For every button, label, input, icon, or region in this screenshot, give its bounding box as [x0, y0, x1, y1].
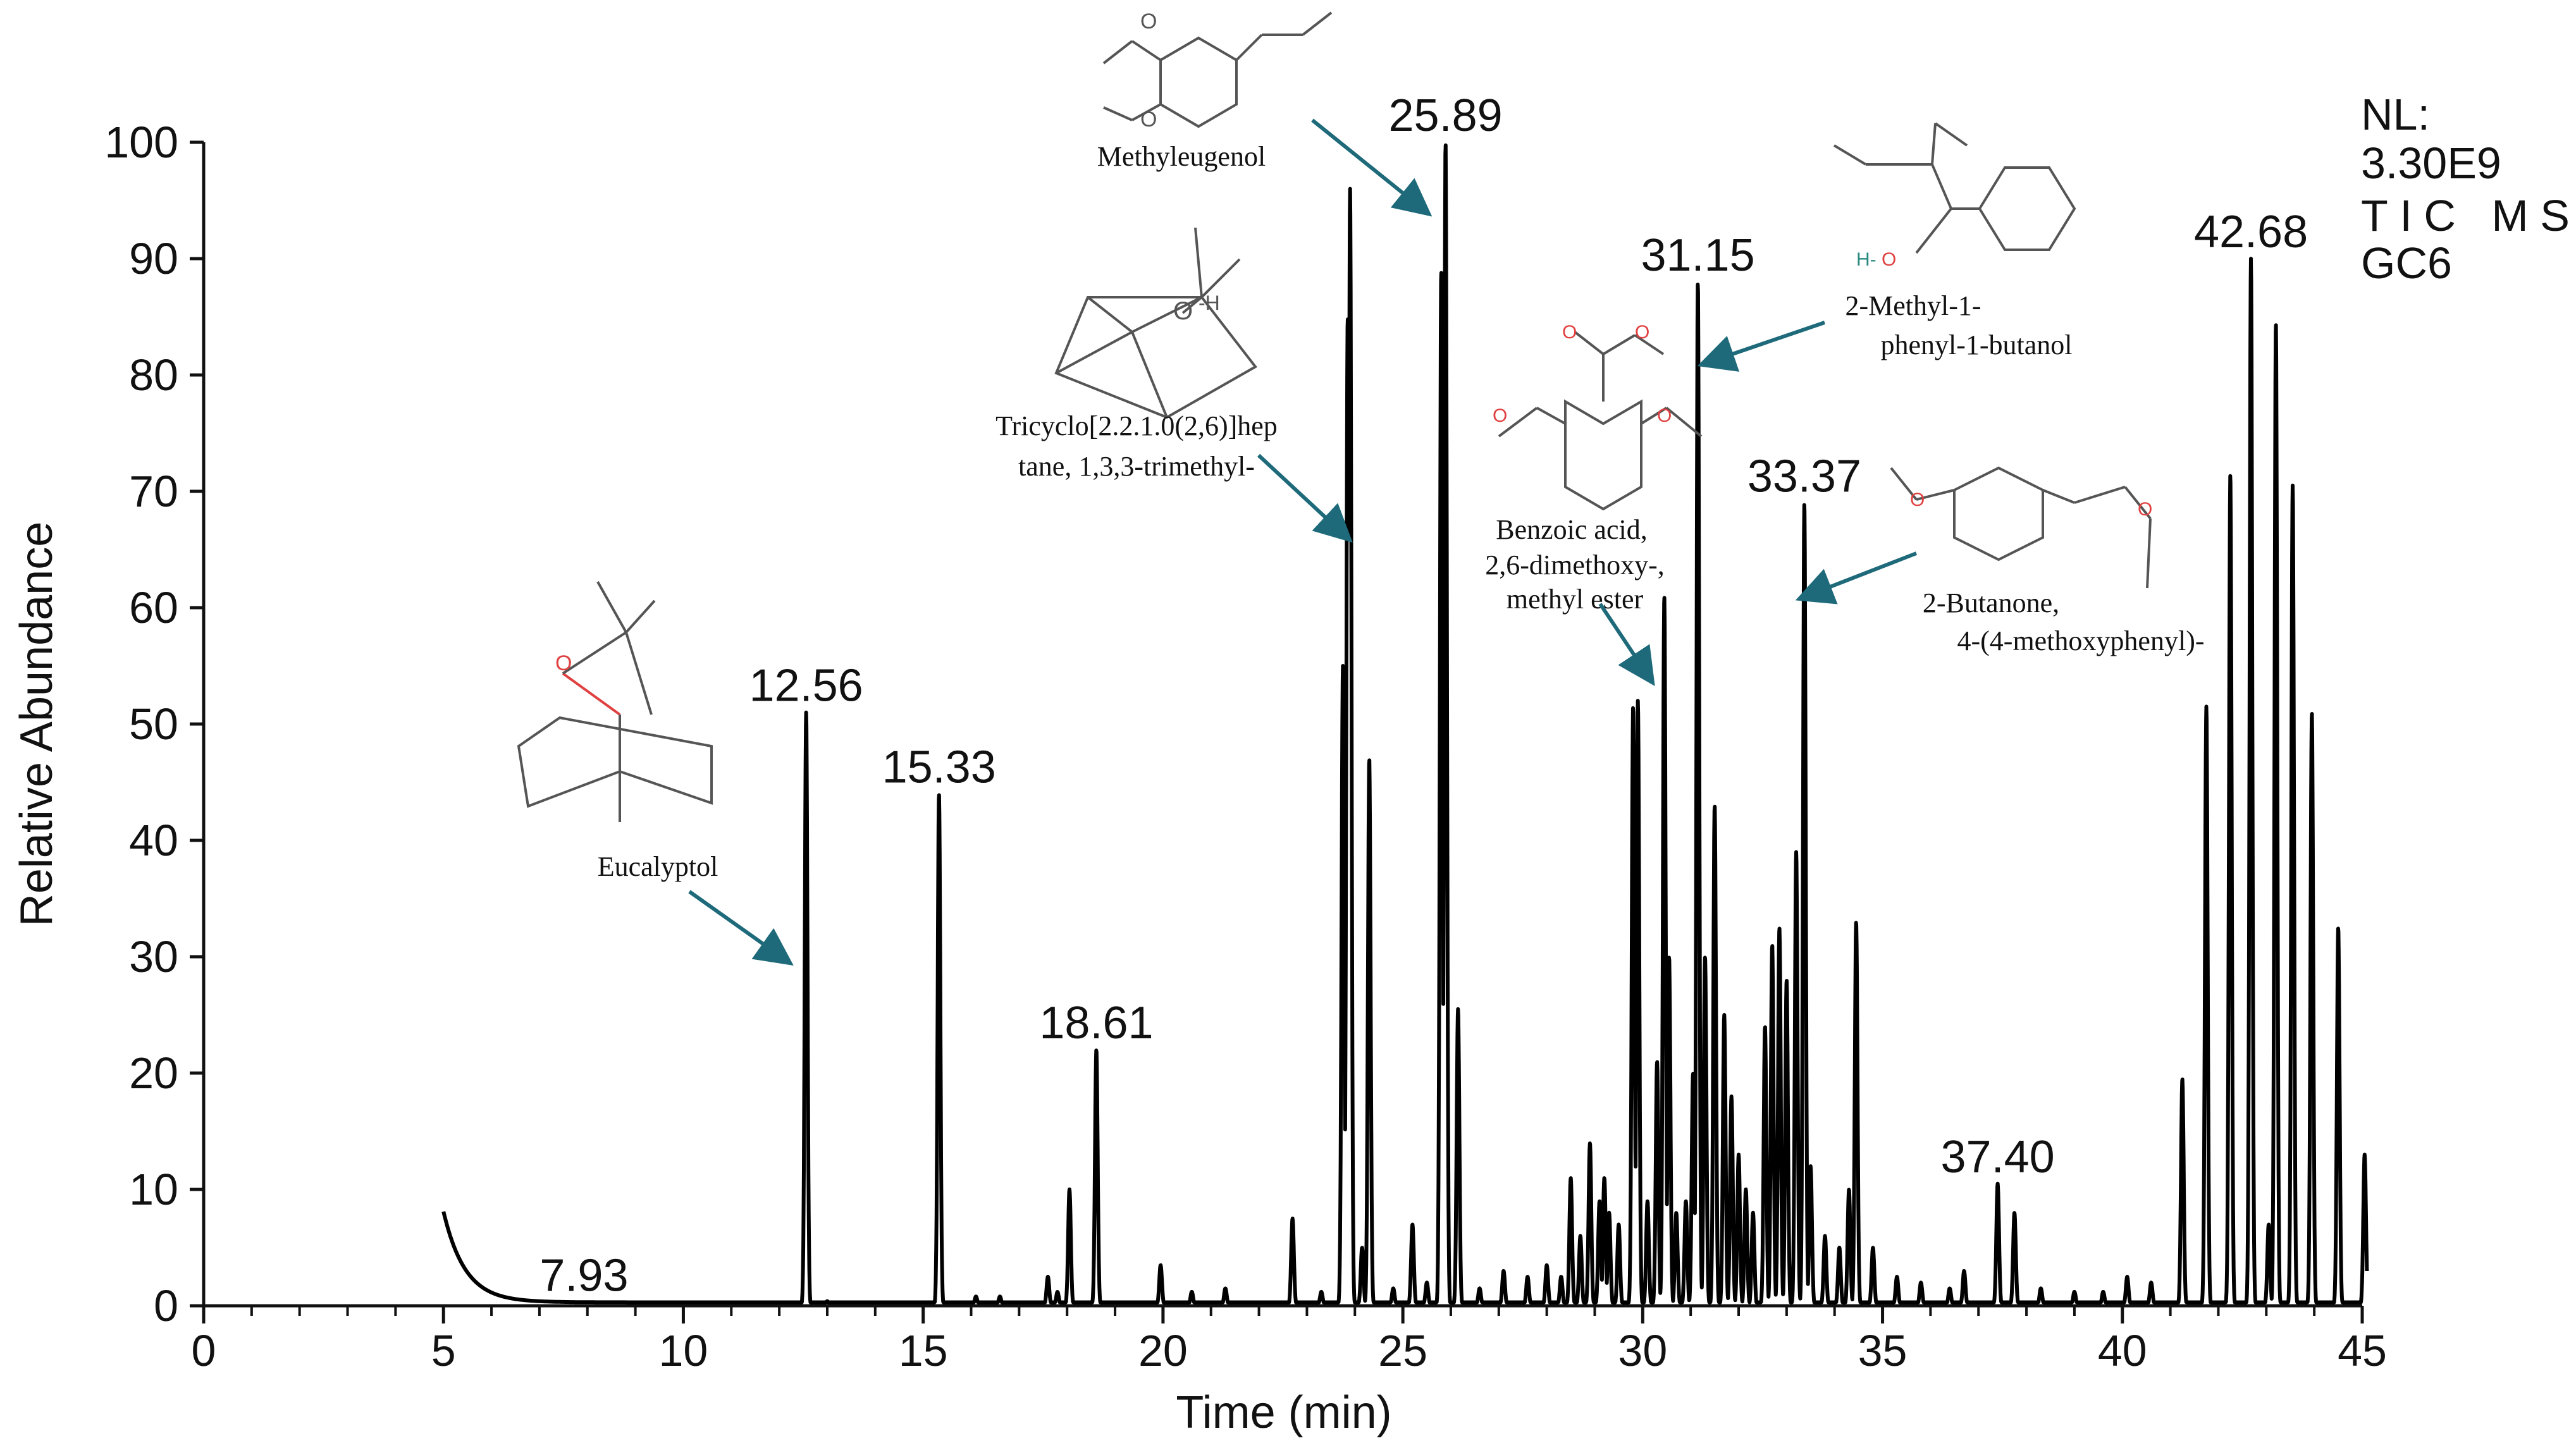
compound-label-benzoic-line3: methyl ester — [1507, 584, 1644, 615]
arrow-eucalyptol — [688, 890, 794, 966]
peak-labels: 7.93 12.56 15.33 18.61 25.89 31.15 33.37 37.40 4… — [539, 90, 2308, 1301]
nl-label: NL: — [2361, 90, 2430, 139]
peak-label: 37.40 — [1940, 1132, 2054, 1182]
compound-arrows — [688, 118, 1918, 966]
svg-text:O: O — [1493, 405, 1507, 426]
y-tick-label: 80 — [129, 350, 178, 400]
compound-label-methyleugenol: Methyleugenol — [1097, 141, 1266, 172]
svg-text:-H: -H — [1199, 292, 1220, 314]
svg-text:O: O — [1910, 489, 1925, 510]
svg-text:O: O — [1635, 322, 1649, 343]
arrow-butanol — [1697, 321, 1825, 372]
compound-label-tricyclo-line1: Tricyclo[2.2.1.0(2,6)]hep — [995, 410, 1278, 441]
y-tick-label: 100 — [104, 118, 178, 167]
x-axis-ticks: 0 5 10 15 20 25 30 35 40 45 — [192, 1306, 2387, 1375]
svg-text:O: O — [1562, 322, 1577, 343]
compound-label-eucalyptol: Eucalyptol — [598, 851, 718, 882]
nl-value: 3.30E9 — [2361, 138, 2501, 188]
x-tick-label: 0 — [192, 1326, 216, 1375]
y-tick-label: 0 — [154, 1281, 178, 1330]
svg-text:O: O — [1657, 405, 1672, 426]
instrument-name: GC6 — [2361, 238, 2452, 288]
benzoic-acid-ester-structure-icon: O O O O — [1493, 322, 1703, 511]
y-tick-label: 10 — [129, 1165, 178, 1214]
peak-label: 12.56 — [749, 661, 863, 711]
eucalyptol-structure-icon: O — [517, 581, 713, 822]
arrow-tricyclo — [1257, 453, 1353, 543]
scan-type: TIC MS — [2361, 191, 2570, 240]
y-tick-label: 40 — [129, 816, 178, 865]
peak-label: 33.37 — [1747, 451, 1861, 501]
svg-text:O: O — [1140, 107, 1157, 132]
methyleugenol-structure-icon: O O — [1102, 9, 1333, 132]
nl-info: NL: 3.30E9 TIC MS GC6 — [2361, 90, 2570, 288]
compound-labels: Eucalyptol Tricyclo[2.2.1.0(2,6)]hep tan… — [598, 141, 2205, 882]
svg-text:H-: H- — [1856, 249, 1877, 270]
y-axis-title: Relative Abundance — [11, 522, 62, 926]
compound-label-tricyclo-line2: tane, 1,3,3-trimethyl- — [1018, 451, 1255, 482]
y-tick-label: 90 — [129, 234, 178, 283]
tricyclo-heptane-structure-icon: O -H — [1054, 227, 1257, 419]
methyl-phenyl-butanol-structure-icon: O H- — [1833, 122, 2076, 270]
y-tick-label: 20 — [129, 1048, 178, 1098]
svg-text:O: O — [1140, 9, 1157, 34]
peak-label: 18.61 — [1039, 998, 1153, 1048]
x-tick-label: 25 — [1378, 1326, 1427, 1375]
x-axis-title: Time (min) — [1176, 1387, 1391, 1438]
butanone-structure-icon: O O — [1890, 466, 2152, 589]
x-tick-label: 5 — [431, 1326, 456, 1375]
compound-label-benzoic-line1: Benzoic acid, — [1496, 514, 1647, 545]
svg-text:O: O — [1882, 249, 1896, 270]
x-tick-label: 30 — [1618, 1326, 1667, 1375]
y-tick-label: 30 — [129, 932, 178, 981]
compound-label-butanol-line1: 2-Methyl-1- — [1845, 290, 1981, 321]
tic-trace-line — [441, 143, 2369, 1305]
peak-label: 31.15 — [1641, 230, 1754, 281]
y-tick-label: 60 — [129, 583, 178, 632]
axes: 0 10 20 30 40 50 60 70 80 90 100 0 5 10 15 20 25 30 35 40 4… — [104, 118, 2387, 1375]
peak-label: 7.93 — [539, 1250, 628, 1301]
arrow-benzoic — [1598, 603, 1655, 686]
compound-label-butanol-line2: phenyl-1-butanol — [1880, 329, 2072, 360]
x-tick-label: 45 — [2338, 1326, 2387, 1375]
peak-label: 25.89 — [1389, 90, 1503, 141]
svg-text:O: O — [1173, 297, 1193, 325]
y-tick-label: 70 — [129, 467, 178, 516]
peak-label: 15.33 — [882, 742, 996, 792]
arrow-methyleugenol — [1311, 118, 1433, 217]
arrow-butanone — [1795, 551, 1918, 605]
compound-label-butanone-line1: 2-Butanone, — [1923, 587, 2059, 618]
plot-area: 7.93 12.56 15.33 18.61 25.89 31.15 33.37 37.40 4… — [441, 90, 2369, 1305]
svg-text:O: O — [555, 651, 572, 675]
x-tick-label: 40 — [2098, 1326, 2147, 1375]
x-tick-label: 10 — [659, 1326, 708, 1375]
compound-label-benzoic-line2: 2,6-dimethoxy-, — [1485, 550, 1665, 580]
y-tick-label: 50 — [129, 699, 178, 749]
y-axis-ticks: 0 10 20 30 40 50 60 70 80 90 100 — [104, 118, 204, 1330]
x-tick-label: 20 — [1138, 1326, 1188, 1375]
peak-label: 42.68 — [2194, 207, 2308, 257]
x-tick-label: 35 — [1858, 1326, 1907, 1375]
svg-text:O: O — [2138, 499, 2152, 520]
x-tick-label: 15 — [899, 1326, 948, 1375]
compound-label-butanone-line2: 4-(4-methoxyphenyl)- — [1957, 625, 2205, 656]
